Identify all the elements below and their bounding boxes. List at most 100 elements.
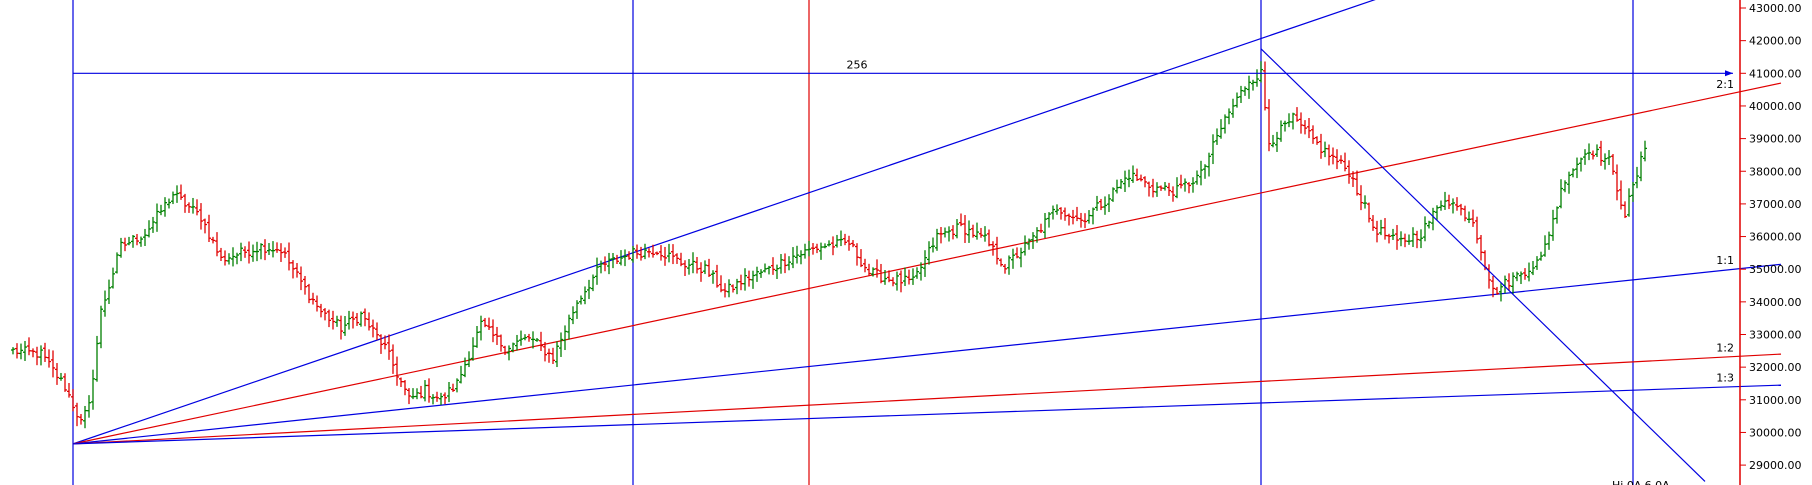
price-bar bbox=[1219, 119, 1223, 139]
price-bar bbox=[1223, 114, 1227, 134]
price-bar bbox=[1103, 196, 1107, 215]
price-bar bbox=[1283, 120, 1287, 132]
price-bar bbox=[951, 225, 955, 240]
price-bar bbox=[1403, 233, 1407, 248]
price-bar bbox=[603, 256, 607, 272]
price-bar bbox=[211, 236, 215, 244]
price-bar bbox=[743, 268, 747, 291]
price-bar bbox=[691, 252, 695, 274]
price-bar bbox=[387, 334, 391, 360]
price-bar bbox=[1115, 179, 1119, 194]
price-bar bbox=[1587, 143, 1591, 161]
price-bar bbox=[1547, 231, 1551, 250]
price-bar bbox=[575, 300, 579, 319]
price-bar bbox=[987, 229, 991, 247]
price-bar bbox=[747, 270, 751, 287]
price-bar bbox=[355, 313, 359, 326]
price-bar bbox=[1091, 207, 1095, 225]
price-bar bbox=[1055, 204, 1059, 215]
price-bar bbox=[1147, 181, 1151, 197]
y-tick-label: 37000.00 bbox=[1749, 198, 1802, 211]
price-bar bbox=[887, 270, 891, 283]
price-bar bbox=[1039, 223, 1043, 234]
price-bar bbox=[971, 224, 975, 238]
price-bar bbox=[843, 233, 847, 246]
price-bar bbox=[715, 264, 719, 288]
price-bar bbox=[999, 258, 1003, 267]
price-bar bbox=[847, 235, 851, 251]
price-bar bbox=[571, 306, 575, 325]
fan-label: 1:3 bbox=[1716, 372, 1734, 385]
price-bar bbox=[1231, 98, 1235, 118]
price-bar bbox=[727, 279, 731, 298]
price-bar bbox=[539, 331, 543, 351]
price-bar bbox=[467, 351, 471, 368]
price-bar bbox=[563, 325, 567, 351]
price-bar bbox=[611, 253, 615, 269]
price-bar bbox=[1491, 276, 1495, 298]
price-bar bbox=[699, 262, 703, 282]
y-tick-label: 35000.00 bbox=[1749, 263, 1802, 276]
y-tick-label: 36000.00 bbox=[1749, 231, 1802, 244]
price-bar bbox=[235, 252, 239, 265]
price-bar bbox=[119, 237, 123, 258]
price-bar bbox=[1423, 216, 1427, 242]
price-bar bbox=[1371, 215, 1375, 231]
price-bar bbox=[783, 253, 787, 274]
price-bar bbox=[39, 345, 43, 366]
price-bar bbox=[1567, 171, 1571, 194]
price-bar bbox=[559, 332, 563, 357]
price-bar bbox=[35, 346, 39, 366]
price-bar bbox=[1335, 149, 1339, 170]
price-bar bbox=[1471, 209, 1475, 227]
price-bar bbox=[1583, 149, 1587, 165]
fan-line bbox=[72, 263, 1782, 445]
price-bar bbox=[619, 250, 623, 266]
price-bar bbox=[1271, 134, 1275, 148]
price-bar bbox=[1467, 211, 1471, 224]
price-bar bbox=[267, 243, 271, 255]
price-bar bbox=[147, 220, 151, 238]
price-bar bbox=[1163, 182, 1167, 191]
price-bar bbox=[871, 267, 875, 277]
price-bar bbox=[795, 245, 799, 264]
level-label: 256 bbox=[847, 58, 868, 71]
price-bar bbox=[1111, 187, 1115, 202]
price-bar bbox=[1603, 153, 1607, 170]
price-bar bbox=[723, 283, 727, 298]
price-bar bbox=[763, 263, 767, 273]
price-bar bbox=[319, 303, 323, 318]
price-bar bbox=[499, 334, 503, 352]
price-bar bbox=[947, 226, 951, 242]
price-bar bbox=[547, 348, 551, 363]
price-bar bbox=[427, 378, 431, 403]
price-bar bbox=[587, 279, 591, 300]
price-bar bbox=[347, 310, 351, 330]
price-bar bbox=[67, 383, 71, 398]
price-bar bbox=[1099, 198, 1103, 211]
price-bar bbox=[579, 295, 583, 305]
y-tick-label: 42000.00 bbox=[1749, 35, 1802, 48]
price-bar bbox=[839, 230, 843, 247]
price-bar bbox=[1171, 186, 1175, 202]
price-bar bbox=[303, 275, 307, 295]
price-bar bbox=[99, 305, 103, 349]
price-bar bbox=[1399, 231, 1403, 247]
price-bar bbox=[191, 197, 195, 214]
price-bar bbox=[1571, 168, 1575, 178]
price-bar bbox=[139, 236, 143, 247]
price-bar bbox=[1375, 220, 1379, 243]
price-bar bbox=[1463, 205, 1467, 222]
price-bar bbox=[923, 250, 927, 277]
price-bar bbox=[1367, 202, 1371, 223]
price-bar bbox=[963, 215, 967, 243]
price-bar bbox=[855, 243, 859, 266]
price-bar bbox=[395, 356, 399, 386]
price-bar bbox=[1047, 212, 1051, 228]
price-bar bbox=[811, 243, 815, 255]
stray-label: Hi 0A.6 0A bbox=[1612, 479, 1670, 485]
y-tick-label: 38000.00 bbox=[1749, 165, 1802, 178]
trendline bbox=[1260, 48, 1706, 482]
price-bar bbox=[111, 267, 115, 289]
price-bar bbox=[703, 260, 707, 275]
